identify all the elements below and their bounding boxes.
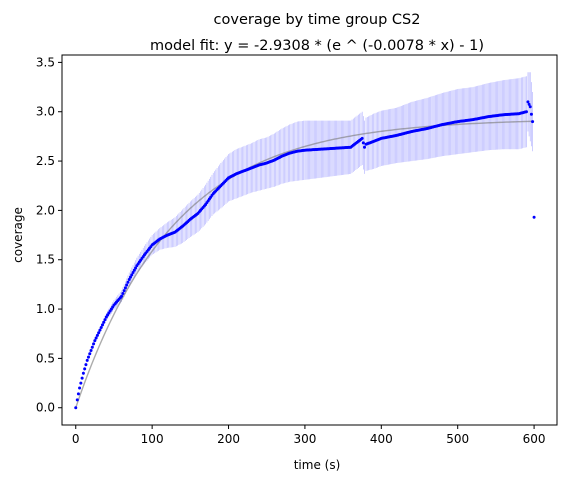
- axes-frame: [61, 54, 558, 426]
- data-point: [80, 376, 84, 380]
- data-point: [121, 291, 125, 295]
- x-tick-label: 400: [370, 432, 393, 446]
- data-point: [79, 381, 83, 385]
- fit-curve: [75, 120, 535, 408]
- axis-ticks: 0 100 200 300 400 500 600 0.0 0.5 1.0 1.5 2.0 2.5 3.0…: [36, 54, 558, 446]
- data-point: [123, 286, 127, 290]
- data-point: [92, 342, 96, 346]
- data-point: [93, 339, 97, 343]
- data-point: [83, 367, 87, 371]
- data-point: [95, 333, 99, 337]
- data-point: [76, 392, 80, 396]
- x-tick-label: 500: [446, 432, 469, 446]
- y-tick-label: 3.0: [36, 105, 55, 119]
- data-point: [528, 105, 532, 109]
- y-tick-label: 1.0: [36, 302, 55, 316]
- data-points: [74, 100, 536, 410]
- y-tick-label: 1.5: [36, 253, 55, 267]
- data-point: [84, 363, 88, 367]
- data-point: [75, 398, 79, 402]
- y-axis-label: coverage: [11, 207, 25, 263]
- x-tick-label: 300: [293, 432, 316, 446]
- data-point: [102, 320, 106, 324]
- data-point: [131, 271, 135, 275]
- data-point: [526, 100, 530, 104]
- data-point: [360, 136, 364, 140]
- data-point: [122, 289, 126, 293]
- data-point: [130, 273, 134, 277]
- x-tick-label: 100: [141, 432, 164, 446]
- x-tick-label: 0: [72, 432, 80, 446]
- data-point: [125, 283, 129, 287]
- data-point: [97, 331, 101, 335]
- data-point: [134, 266, 138, 270]
- data-point: [363, 145, 366, 149]
- data-point: [531, 120, 535, 124]
- data-point: [524, 110, 528, 114]
- x-tick-label: 600: [523, 432, 546, 446]
- y-tick-label: 3.5: [36, 55, 55, 69]
- x-axis-label: time (s): [294, 458, 341, 472]
- y-tick-label: 0.5: [36, 351, 55, 365]
- chart-subtitle: model fit: y = -2.9308 * (e ^ (-0.0078 *…: [150, 38, 484, 54]
- data-point: [85, 358, 89, 362]
- x-tick-label: 200: [217, 432, 240, 446]
- data-point: [90, 345, 94, 349]
- data-point: [88, 352, 92, 356]
- data-point: [532, 215, 536, 219]
- data-point: [100, 323, 104, 327]
- data-point: [103, 318, 107, 322]
- y-tick-label: 2.5: [36, 154, 55, 168]
- data-point: [74, 406, 78, 410]
- data-point: [527, 102, 531, 106]
- data-point: [127, 277, 131, 281]
- data-point: [81, 371, 85, 375]
- plot-area: [74, 72, 536, 410]
- data-point: [89, 349, 93, 353]
- data-point: [120, 294, 124, 298]
- chart-title: coverage by time group CS2: [214, 12, 421, 28]
- data-point: [128, 275, 132, 279]
- y-tick-label: 0.0: [36, 401, 55, 415]
- data-point: [78, 386, 82, 390]
- data-point: [99, 325, 103, 329]
- data-point: [98, 328, 102, 332]
- data-point: [126, 280, 130, 284]
- data-point: [86, 355, 90, 359]
- y-tick-label: 2.0: [36, 203, 55, 217]
- data-point: [94, 336, 98, 340]
- data-point: [132, 268, 136, 272]
- data-point: [361, 141, 365, 145]
- data-point: [529, 112, 533, 116]
